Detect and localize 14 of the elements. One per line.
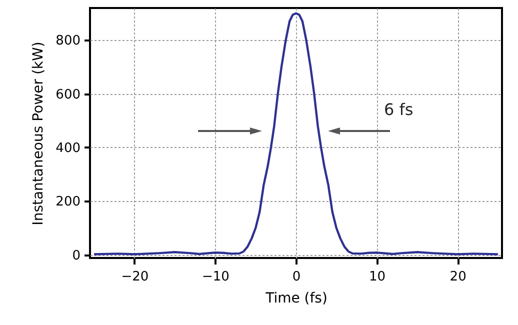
x-tick-label: −10 — [202, 270, 230, 284]
y-tick-label: 800 — [56, 34, 80, 49]
x-tick-label: 0 — [292, 270, 301, 284]
x-tick-label: −20 — [121, 270, 149, 284]
y-tick-label: 600 — [56, 87, 80, 102]
y-tick-label: 0 — [72, 248, 80, 264]
annotation: 6 fs — [384, 100, 414, 119]
x-tick-label: 10 — [369, 270, 386, 284]
x-tick-label: 20 — [450, 270, 466, 284]
y-axis-title: Instantaneous Power (kW) — [30, 42, 47, 226]
y-tick-label: 200 — [56, 194, 80, 210]
y-tick-label: 400 — [56, 140, 80, 156]
line-series — [92, 12, 500, 256]
x-axis-title: Time (fs) — [264, 290, 328, 306]
